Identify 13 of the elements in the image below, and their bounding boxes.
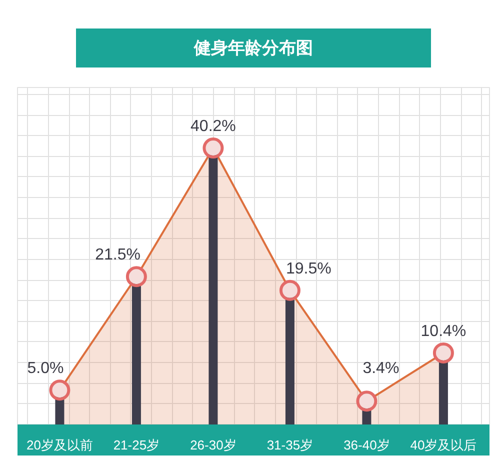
x-tick-label: 26-30岁 [190, 438, 236, 452]
x-tick-label: 36-40岁 [344, 438, 390, 452]
data-label: 40.2% [190, 118, 236, 136]
data-label: 21.5% [95, 246, 140, 264]
data-label: 3.4% [362, 360, 400, 378]
x-tick-label: 21-25岁 [113, 438, 160, 452]
x-tick-label: 31-35岁 [266, 438, 314, 452]
x-tick-label: 20岁及以前 [26, 438, 93, 452]
data-label: 5.0% [27, 360, 64, 378]
data-label: 19.5% [286, 260, 332, 278]
x-tick-label: 40岁及以后 [410, 438, 477, 452]
chart-title: 健身年龄分布图 [193, 38, 313, 58]
data-label: 10.4% [420, 322, 466, 340]
